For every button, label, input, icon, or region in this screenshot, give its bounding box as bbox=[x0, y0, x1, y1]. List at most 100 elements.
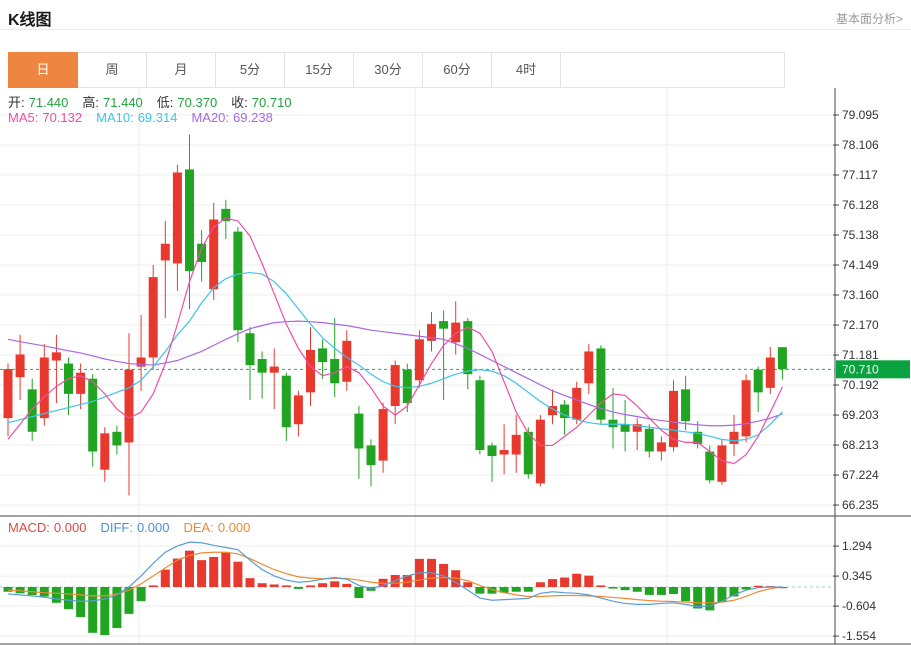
macd-bar bbox=[160, 569, 170, 587]
diff-line bbox=[7, 541, 783, 608]
tab-period-6[interactable]: 60分 bbox=[423, 53, 492, 87]
candle-body bbox=[390, 365, 400, 407]
tab-period-0[interactable]: 日 bbox=[8, 52, 78, 88]
candle-body bbox=[669, 390, 678, 447]
macd-bar bbox=[487, 587, 497, 594]
chart-area[interactable]: 79.095 78.106 77.117 76.128 75.138 74.149 73.1… bbox=[0, 88, 911, 645]
price-tick-label: 67.224 bbox=[842, 468, 879, 482]
legend-label: 收: bbox=[231, 95, 248, 110]
macd-bar bbox=[717, 587, 727, 603]
legend-value: 70.710 bbox=[251, 95, 292, 110]
candle-body bbox=[233, 231, 243, 331]
candle-body bbox=[197, 243, 207, 262]
macd-bar bbox=[681, 587, 691, 602]
candle-body bbox=[257, 359, 267, 373]
candle-body bbox=[39, 357, 49, 419]
macd-bar bbox=[729, 587, 739, 597]
candle-body bbox=[27, 389, 37, 432]
tab-period-4[interactable]: 15分 bbox=[285, 53, 354, 87]
price-tick-label: 79.095 bbox=[842, 108, 879, 122]
legend-label: DIFF: bbox=[100, 520, 133, 535]
candle-body bbox=[632, 424, 642, 432]
candle-body bbox=[281, 375, 291, 428]
candle-body bbox=[596, 348, 606, 420]
ma10-line bbox=[7, 271, 783, 442]
macd-bar bbox=[3, 587, 13, 592]
legend-label: MA20: bbox=[191, 110, 230, 125]
macd-bar bbox=[402, 574, 412, 587]
macd-legend: MACD: 0.000 DIFF: 0.000 DEA: 0.000 bbox=[8, 520, 264, 535]
price-tick-label: 69.203 bbox=[842, 408, 879, 422]
legend-label: 开: bbox=[8, 95, 25, 110]
candle-body bbox=[148, 277, 158, 358]
macd-bar bbox=[354, 587, 364, 599]
legend-label: MACD: bbox=[8, 520, 50, 535]
macd-bar bbox=[51, 587, 61, 603]
macd-bar bbox=[584, 575, 594, 587]
macd-bar bbox=[463, 582, 473, 587]
candle-body bbox=[15, 354, 25, 378]
candle-body bbox=[378, 409, 388, 461]
macd-bar bbox=[257, 583, 267, 587]
macd-tick-label: 1.294 bbox=[842, 539, 872, 553]
candle-body bbox=[3, 369, 13, 419]
legend-value: 69.314 bbox=[137, 110, 178, 125]
macd-bar bbox=[281, 585, 291, 587]
dea-line bbox=[7, 551, 783, 604]
candle-body bbox=[535, 419, 545, 484]
legend-label: MA5: bbox=[8, 110, 39, 125]
tab-period-1[interactable]: 周 bbox=[78, 53, 147, 87]
macd-bar bbox=[88, 587, 98, 633]
candle-body bbox=[427, 324, 436, 341]
macd-bar bbox=[136, 587, 146, 602]
macd-bar bbox=[632, 587, 642, 592]
tab-period-5[interactable]: 30分 bbox=[354, 53, 423, 87]
tab-period-3[interactable]: 5分 bbox=[216, 53, 285, 87]
candle-body bbox=[51, 352, 61, 361]
ohlc-legend: 开: 71.440 高: 71.440 低: 70.370 收: 70.710 bbox=[8, 92, 306, 111]
macd-bar bbox=[233, 561, 243, 587]
tab-period-7[interactable]: 4时 bbox=[492, 53, 561, 87]
fundamental-analysis-link[interactable]: 基本面分析> bbox=[835, 12, 903, 26]
tab-period-2[interactable]: 月 bbox=[147, 53, 216, 87]
price-tick-label: 68.213 bbox=[842, 438, 879, 452]
macd-bar bbox=[15, 587, 25, 594]
macd-tick-label: 0.345 bbox=[842, 569, 872, 583]
candle-body bbox=[88, 378, 98, 452]
macd-bar bbox=[124, 587, 134, 614]
candle-body bbox=[354, 413, 364, 449]
candle-body bbox=[572, 387, 582, 420]
candle-body bbox=[717, 445, 727, 482]
legend-value: 69.238 bbox=[233, 110, 273, 125]
legend-value: 0.000 bbox=[53, 520, 87, 535]
ma-legend: MA5: 70.132 MA10: 69.314 MA20: 69.238 bbox=[8, 110, 287, 125]
candle-body bbox=[511, 434, 521, 455]
candle-body bbox=[523, 431, 533, 475]
price-tick-label: 77.117 bbox=[842, 168, 878, 182]
legend-value: 0.000 bbox=[217, 520, 251, 535]
candle-body bbox=[753, 369, 763, 393]
candle-body bbox=[693, 431, 703, 444]
macd-bar bbox=[620, 587, 630, 591]
candle-body bbox=[487, 445, 497, 457]
macd-bar bbox=[112, 587, 122, 629]
kline-chart-canvas[interactable]: 79.095 78.106 77.117 76.128 75.138 74.149 73.1… bbox=[0, 88, 911, 645]
price-tick-label: 71.181 bbox=[842, 348, 879, 362]
legend-label: DEA: bbox=[183, 520, 214, 535]
candle-body bbox=[499, 449, 509, 455]
macd-bar bbox=[608, 587, 618, 589]
legend-label: MA10: bbox=[96, 110, 134, 125]
candle-body bbox=[124, 369, 134, 443]
candle-body bbox=[402, 369, 412, 403]
ma20-line bbox=[7, 320, 783, 427]
legend-value: 70.132 bbox=[42, 110, 83, 125]
macd-bar bbox=[76, 587, 86, 618]
candle-body bbox=[584, 351, 594, 384]
candle-body bbox=[560, 404, 570, 419]
candle-body bbox=[245, 333, 255, 366]
macd-bar bbox=[172, 558, 182, 587]
price-tick-label: 70.192 bbox=[842, 378, 879, 392]
period-tabbar: 日周月 5分 15分 30分 60分 4时 bbox=[8, 52, 785, 88]
macd-bar bbox=[669, 587, 678, 594]
